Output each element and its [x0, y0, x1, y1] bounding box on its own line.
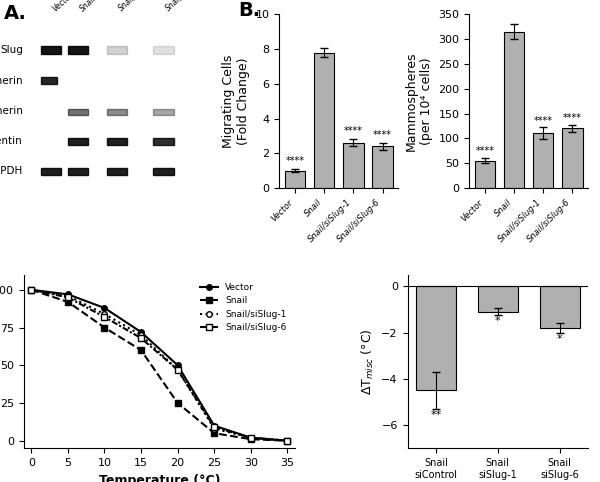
Snail — [101, 325, 108, 331]
Line: Vector: Vector — [29, 287, 290, 443]
Text: B.: B. — [238, 0, 260, 20]
Line: Snail/siSlug-6: Snail/siSlug-6 — [29, 287, 290, 443]
Vector — [174, 362, 181, 368]
Text: ****: **** — [373, 130, 392, 140]
Y-axis label: ΔT$_{misc}$ (°C): ΔT$_{misc}$ (°C) — [359, 328, 376, 395]
Text: Snail/siSlug-6: Snail/siSlug-6 — [164, 0, 208, 13]
Text: ****: **** — [475, 146, 494, 156]
Text: *: * — [495, 317, 500, 326]
Text: ****: **** — [563, 113, 582, 122]
Bar — [533, 134, 553, 188]
Text: Slug: Slug — [0, 45, 23, 55]
Text: ****: **** — [534, 116, 553, 125]
Text: Vimentin: Vimentin — [0, 136, 23, 146]
Text: Vector: Vector — [51, 0, 75, 13]
Bar — [416, 286, 456, 390]
Bar — [68, 46, 88, 54]
Snail/siSlug-6 — [284, 438, 291, 443]
Bar — [41, 46, 61, 54]
Bar — [68, 168, 88, 175]
Bar — [562, 129, 583, 188]
Bar — [373, 147, 393, 188]
Text: E-Cadherin: E-Cadherin — [0, 76, 23, 86]
Bar — [314, 53, 334, 188]
Bar — [41, 77, 57, 84]
Vector — [284, 438, 291, 443]
Snail/siSlug-1 — [284, 438, 291, 443]
Vector — [247, 435, 254, 441]
Line: Snail: Snail — [29, 287, 290, 443]
Text: Snail/siSlug-1: Snail/siSlug-1 — [117, 0, 161, 13]
Text: A.: A. — [4, 4, 26, 23]
Bar — [154, 138, 174, 145]
Text: GAPDH: GAPDH — [0, 166, 23, 176]
Bar — [68, 138, 88, 145]
Line: Snail/siSlug-1: Snail/siSlug-1 — [29, 287, 290, 443]
Text: ****: **** — [344, 126, 363, 136]
Snail/siSlug-1 — [28, 287, 35, 293]
Snail — [284, 438, 291, 443]
X-axis label: Temperature (°C): Temperature (°C) — [98, 473, 220, 482]
Bar — [154, 168, 174, 175]
Bar — [107, 46, 127, 54]
Snail — [28, 287, 35, 293]
Snail — [174, 400, 181, 406]
Bar — [285, 171, 305, 188]
Vector — [28, 287, 35, 293]
Snail/siSlug-6 — [247, 435, 254, 441]
Snail — [137, 348, 145, 353]
Bar — [107, 109, 127, 115]
Bar — [154, 46, 174, 54]
Snail/siSlug-6 — [101, 314, 108, 320]
Snail/siSlug-1 — [64, 293, 71, 299]
Bar — [107, 138, 127, 145]
Snail — [211, 430, 218, 436]
Legend: Vector, Snail, Snail/siSlug-1, Snail/siSlug-6: Vector, Snail, Snail/siSlug-1, Snail/siS… — [196, 279, 290, 336]
Snail/siSlug-6 — [64, 295, 71, 300]
Snail/siSlug-1 — [247, 435, 254, 441]
Snail — [247, 436, 254, 442]
Snail/siSlug-1 — [101, 311, 108, 317]
Bar — [154, 109, 174, 115]
Vector — [101, 305, 108, 311]
Snail/siSlug-1 — [137, 332, 145, 338]
Bar — [475, 161, 495, 188]
Y-axis label: Mammospheres
(per 10⁴ cells): Mammospheres (per 10⁴ cells) — [405, 52, 433, 151]
Text: N-Cadherin: N-Cadherin — [0, 106, 23, 116]
Snail/siSlug-6 — [28, 287, 35, 293]
Vector — [64, 292, 71, 297]
Text: Snail: Snail — [78, 0, 98, 13]
Snail/siSlug-1 — [211, 426, 218, 431]
Vector — [137, 329, 145, 335]
Bar — [107, 168, 127, 175]
Bar — [478, 286, 518, 312]
Vector — [211, 423, 218, 428]
Bar — [539, 286, 580, 328]
Snail/siSlug-6 — [174, 367, 181, 373]
Y-axis label: Migrating Cells
(Fold Change): Migrating Cells (Fold Change) — [222, 54, 250, 148]
Bar — [504, 32, 524, 188]
Bar — [68, 109, 88, 115]
Text: *: * — [557, 334, 562, 344]
Text: ****: **** — [286, 156, 305, 166]
Text: **: ** — [430, 410, 442, 420]
Snail/siSlug-6 — [137, 335, 145, 341]
Snail/siSlug-6 — [211, 424, 218, 430]
Snail — [64, 299, 71, 305]
Bar — [343, 143, 364, 188]
Bar — [41, 168, 61, 175]
Snail/siSlug-1 — [174, 367, 181, 373]
